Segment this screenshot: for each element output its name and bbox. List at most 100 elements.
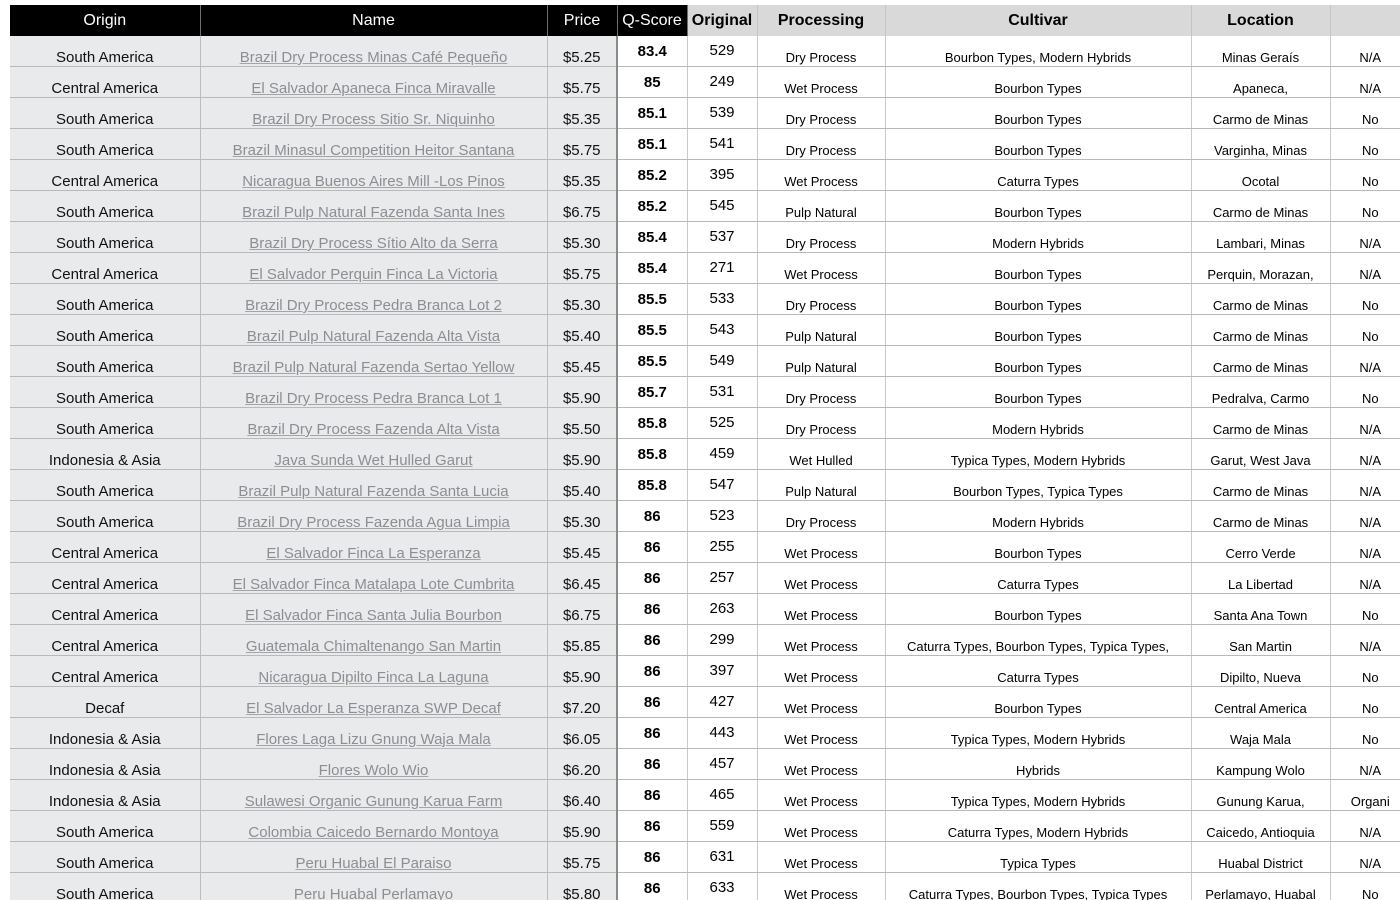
- cultivar-cell: Bourbon Types: [885, 686, 1192, 718]
- name-link[interactable]: Brazil Pulp Natural Fazenda Sertao Yello…: [200, 345, 548, 377]
- name-link[interactable]: Nicaragua Dipilto Finca La Laguna: [200, 655, 548, 687]
- q-score-cell: 85.1: [617, 97, 688, 129]
- cultivar-cell: Typica Types, Modern Hybrids: [885, 779, 1192, 811]
- price-cell: $5.50: [547, 407, 618, 439]
- table-row[interactable]: South America Brazil Pulp Natural Fazenda…: [10, 469, 1400, 501]
- name-link[interactable]: Java Sunda Wet Hulled Garut: [200, 438, 548, 470]
- table-row[interactable]: Central America El Salvador Apaneca Finca…: [10, 66, 1400, 98]
- q-score-cell: 86: [617, 531, 688, 563]
- processing-cell: Dry Process: [757, 97, 886, 129]
- location-cell: Minas Geraís: [1191, 36, 1331, 67]
- q-score-cell: 86: [617, 655, 688, 687]
- name-link[interactable]: El Salvador Finca Santa Julia Bourbon: [200, 593, 548, 625]
- table-row[interactable]: Central America Nicaragua Dipilto Finca L…: [10, 655, 1400, 687]
- table-row[interactable]: Indonesia & Asia Java Sunda Wet Hulled Ga…: [10, 438, 1400, 470]
- name-link[interactable]: Brazil Pulp Natural Fazenda Santa Ines: [200, 190, 548, 222]
- name-link[interactable]: Brazil Dry Process Fazenda Agua Limpia: [200, 500, 548, 532]
- name-link[interactable]: Brazil Dry Process Sítio Alto da Serra: [200, 221, 548, 253]
- table-row[interactable]: Central America Guatemala Chimaltenango S…: [10, 624, 1400, 656]
- origin-cell: South America: [10, 376, 201, 408]
- table-row[interactable]: South America Brazil Minasul Competition …: [10, 128, 1400, 160]
- q-score-cell: 86: [617, 779, 688, 811]
- name-link[interactable]: El Salvador Perquin Finca La Victoria: [200, 252, 548, 284]
- name-link[interactable]: Nicaragua Buenos Aires Mill -Los Pinos: [200, 159, 548, 191]
- table-row[interactable]: South America Brazil Dry Process Fazenda …: [10, 407, 1400, 439]
- table-row[interactable]: South America Peru Huabal Perlamayo $5.80 8…: [10, 872, 1400, 900]
- header-original[interactable]: Original: [687, 5, 758, 36]
- header-cultivar[interactable]: Cultivar: [885, 5, 1192, 36]
- header-location[interactable]: Location: [1191, 5, 1331, 36]
- table-row[interactable]: South America Brazil Dry Process Sitio Sr…: [10, 97, 1400, 129]
- q-score-cell: 85.2: [617, 190, 688, 222]
- processing-cell: Dry Process: [757, 283, 886, 315]
- flag-cell: No: [1330, 159, 1400, 191]
- origin-cell: Indonesia & Asia: [10, 779, 201, 811]
- price-cell: $5.90: [547, 438, 618, 470]
- table-row[interactable]: Central America El Salvador Finca Matalap…: [10, 562, 1400, 594]
- table-row[interactable]: South America Peru Huabal El Paraiso $5.75…: [10, 841, 1400, 873]
- location-cell: Varginha, Minas: [1191, 128, 1331, 160]
- original-cell: 533: [687, 283, 758, 315]
- name-link[interactable]: Brazil Dry Process Sitio Sr. Niquinho: [200, 97, 548, 129]
- table-row[interactable]: Indonesia & Asia Flores Wolo Wio $6.20 86 45…: [10, 748, 1400, 780]
- location-cell: Huabal District: [1191, 841, 1331, 873]
- name-link[interactable]: Colombia Caicedo Bernardo Montoya: [200, 810, 548, 842]
- price-cell: $6.75: [547, 593, 618, 625]
- name-link[interactable]: Peru Huabal El Paraiso: [200, 841, 548, 873]
- table-row[interactable]: South America Brazil Dry Process Fazenda …: [10, 500, 1400, 532]
- header-price[interactable]: Price: [547, 5, 618, 36]
- q-score-cell: 86: [617, 500, 688, 532]
- table-row[interactable]: Indonesia & Asia Sulawesi Organic Gunung …: [10, 779, 1400, 811]
- price-cell: $5.80: [547, 872, 618, 900]
- table-row[interactable]: Central America El Salvador Finca La Espe…: [10, 531, 1400, 563]
- table-row[interactable]: South America Brazil Dry Process Sítio Al…: [10, 221, 1400, 253]
- name-link[interactable]: El Salvador Finca Matalapa Lote Cumbrita: [200, 562, 548, 594]
- name-link[interactable]: El Salvador Finca La Esperanza: [200, 531, 548, 563]
- name-link[interactable]: Flores Laga Lizu Gnung Waja Mala: [200, 717, 548, 749]
- table-row[interactable]: South America Brazil Dry Process Pedra Br…: [10, 283, 1400, 315]
- name-link[interactable]: Brazil Dry Process Minas Café Pequeño: [200, 36, 548, 67]
- table-row[interactable]: Decaf El Salvador La Esperanza SWP Decaf $…: [10, 686, 1400, 718]
- header-q-score[interactable]: Q-Score: [617, 5, 688, 36]
- header-processing[interactable]: Processing: [757, 5, 886, 36]
- name-link[interactable]: Peru Huabal Perlamayo: [200, 872, 548, 900]
- table-header: Origin Name Price Q-Score Original Proce…: [10, 5, 1400, 36]
- name-link[interactable]: Brazil Dry Process Fazenda Alta Vista: [200, 407, 548, 439]
- table-row[interactable]: South America Brazil Dry Process Minas Ca…: [10, 36, 1400, 67]
- name-link[interactable]: Guatemala Chimaltenango San Martin: [200, 624, 548, 656]
- table-row[interactable]: Central America El Salvador Perquin Finca…: [10, 252, 1400, 284]
- price-cell: $5.30: [547, 221, 618, 253]
- name-link[interactable]: Sulawesi Organic Gunung Karua Farm: [200, 779, 548, 811]
- original-cell: 299: [687, 624, 758, 656]
- table-row[interactable]: South America Colombia Caicedo Bernardo M…: [10, 810, 1400, 842]
- origin-cell: Central America: [10, 66, 201, 98]
- name-link[interactable]: Brazil Pulp Natural Fazenda Alta Vista: [200, 314, 548, 346]
- table-row[interactable]: Central America El Salvador Finca Santa J…: [10, 593, 1400, 625]
- location-cell: San Martin: [1191, 624, 1331, 656]
- location-cell: Carmo de Minas: [1191, 97, 1331, 129]
- name-link[interactable]: Brazil Dry Process Pedra Branca Lot 2: [200, 283, 548, 315]
- name-link[interactable]: Flores Wolo Wio: [200, 748, 548, 780]
- header-name[interactable]: Name: [200, 5, 548, 36]
- price-cell: $5.25: [547, 36, 618, 67]
- cultivar-cell: Caturra Types, Bourbon Types, Typica Typ…: [885, 872, 1192, 900]
- header-origin[interactable]: Origin: [10, 5, 201, 36]
- price-cell: $5.75: [547, 841, 618, 873]
- price-cell: $7.20: [547, 686, 618, 718]
- name-link[interactable]: Brazil Pulp Natural Fazenda Santa Lucia: [200, 469, 548, 501]
- table-row[interactable]: South America Brazil Pulp Natural Fazenda…: [10, 190, 1400, 222]
- origin-cell: South America: [10, 407, 201, 439]
- name-link[interactable]: Brazil Dry Process Pedra Branca Lot 1: [200, 376, 548, 408]
- q-score-cell: 86: [617, 686, 688, 718]
- table-row[interactable]: South America Brazil Pulp Natural Fazenda…: [10, 345, 1400, 377]
- name-link[interactable]: El Salvador Apaneca Finca Miravalle: [200, 66, 548, 98]
- origin-cell: Indonesia & Asia: [10, 748, 201, 780]
- name-link[interactable]: El Salvador La Esperanza SWP Decaf: [200, 686, 548, 718]
- table-row[interactable]: Indonesia & Asia Flores Laga Lizu Gnung W…: [10, 717, 1400, 749]
- table-row[interactable]: South America Brazil Pulp Natural Fazenda…: [10, 314, 1400, 346]
- table-row[interactable]: South America Brazil Dry Process Pedra Br…: [10, 376, 1400, 408]
- table-row[interactable]: Central America Nicaragua Buenos Aires Mi…: [10, 159, 1400, 191]
- header-flag[interactable]: [1330, 5, 1400, 36]
- name-link[interactable]: Brazil Minasul Competition Heitor Santan…: [200, 128, 548, 160]
- q-score-cell: 85.4: [617, 252, 688, 284]
